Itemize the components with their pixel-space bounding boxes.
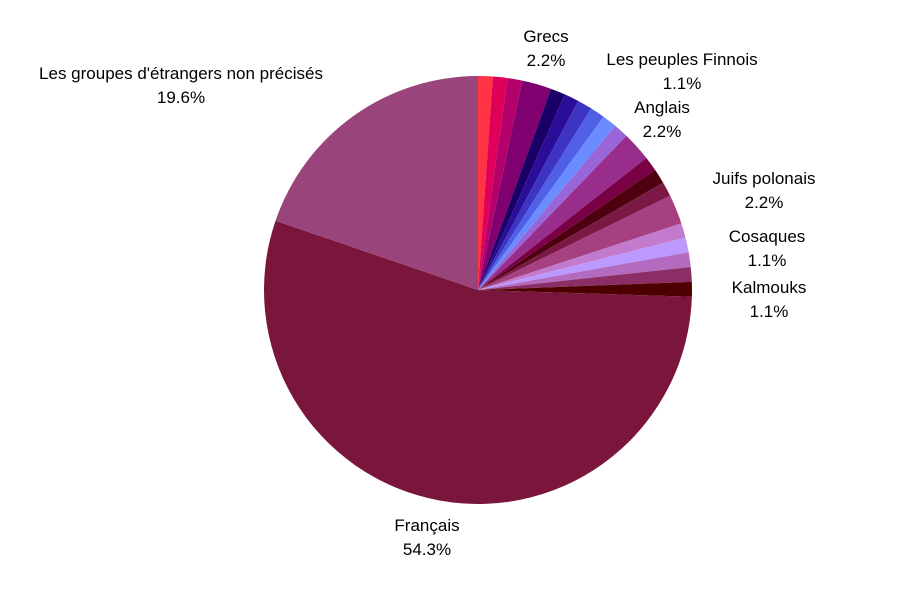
pie-slice-1	[478, 76, 493, 290]
label-francais-pct: 54.3%	[403, 540, 451, 559]
label-anglais-pct: 2.2%	[643, 122, 682, 141]
label-cosaques-pct: 1.1%	[748, 251, 787, 270]
label-anglais: Anglais 2.2%	[634, 98, 690, 141]
label-etrangers-non-precises: Les groupes d'étrangers non précisés 19.…	[39, 64, 323, 107]
pie-slice-2	[478, 76, 508, 290]
pie-slice-20	[478, 281, 692, 297]
pie-slice-6	[478, 94, 579, 291]
label-peuples-finnois: Les peuples Finnois 1.1%	[606, 50, 757, 93]
pie-slice-10	[478, 125, 627, 290]
pie-slice-14	[478, 182, 671, 290]
pie-slice-16	[478, 223, 686, 290]
label-juifs-polonais-pct: 2.2%	[745, 193, 784, 212]
label-cosaques-name: Cosaques	[729, 227, 806, 246]
label-grecs-pct: 2.2%	[527, 51, 566, 70]
pie-slice-8	[478, 108, 604, 290]
pie-slice-15	[478, 195, 682, 290]
pie-slice-13	[478, 169, 664, 290]
label-cosaques: Cosaques 1.1%	[729, 227, 806, 270]
label-francais: Français 54.3%	[394, 516, 459, 559]
label-kalmouks-pct: 1.1%	[750, 302, 789, 321]
label-juifs-polonais-name: Juifs polonais	[712, 169, 815, 188]
pie-slice-5	[478, 88, 565, 291]
pie-slice-4	[478, 80, 552, 290]
label-grecs-name: Grecs	[523, 27, 568, 46]
label-anglais-name: Anglais	[634, 98, 690, 117]
pie-slice-11	[478, 135, 647, 290]
label-peuples-finnois-name: Les peuples Finnois	[606, 50, 757, 69]
label-juifs-polonais: Juifs polonais 2.2%	[712, 169, 815, 212]
pie-slice-9	[478, 116, 616, 291]
pie-slice-7	[478, 100, 592, 290]
pie-slice-18	[478, 252, 691, 290]
label-etrangers-name: Les groupes d'étrangers non précisés	[39, 64, 323, 83]
label-francais-name: Français	[394, 516, 459, 535]
label-etrangers-pct: 19.6%	[157, 88, 205, 107]
pie-slice-22	[275, 76, 478, 290]
pie-slice-17	[478, 237, 689, 290]
label-kalmouks: Kalmouks 1.1%	[732, 278, 807, 321]
pie-slice-3	[478, 78, 523, 291]
label-peuples-finnois-pct: 1.1%	[663, 74, 702, 93]
pie-slice-12	[478, 157, 656, 290]
pie-slice-21	[264, 220, 692, 504]
label-kalmouks-name: Kalmouks	[732, 278, 807, 297]
label-grecs: Grecs 2.2%	[523, 27, 568, 70]
pie-slice-19	[478, 267, 692, 290]
pie-slices	[264, 76, 692, 504]
